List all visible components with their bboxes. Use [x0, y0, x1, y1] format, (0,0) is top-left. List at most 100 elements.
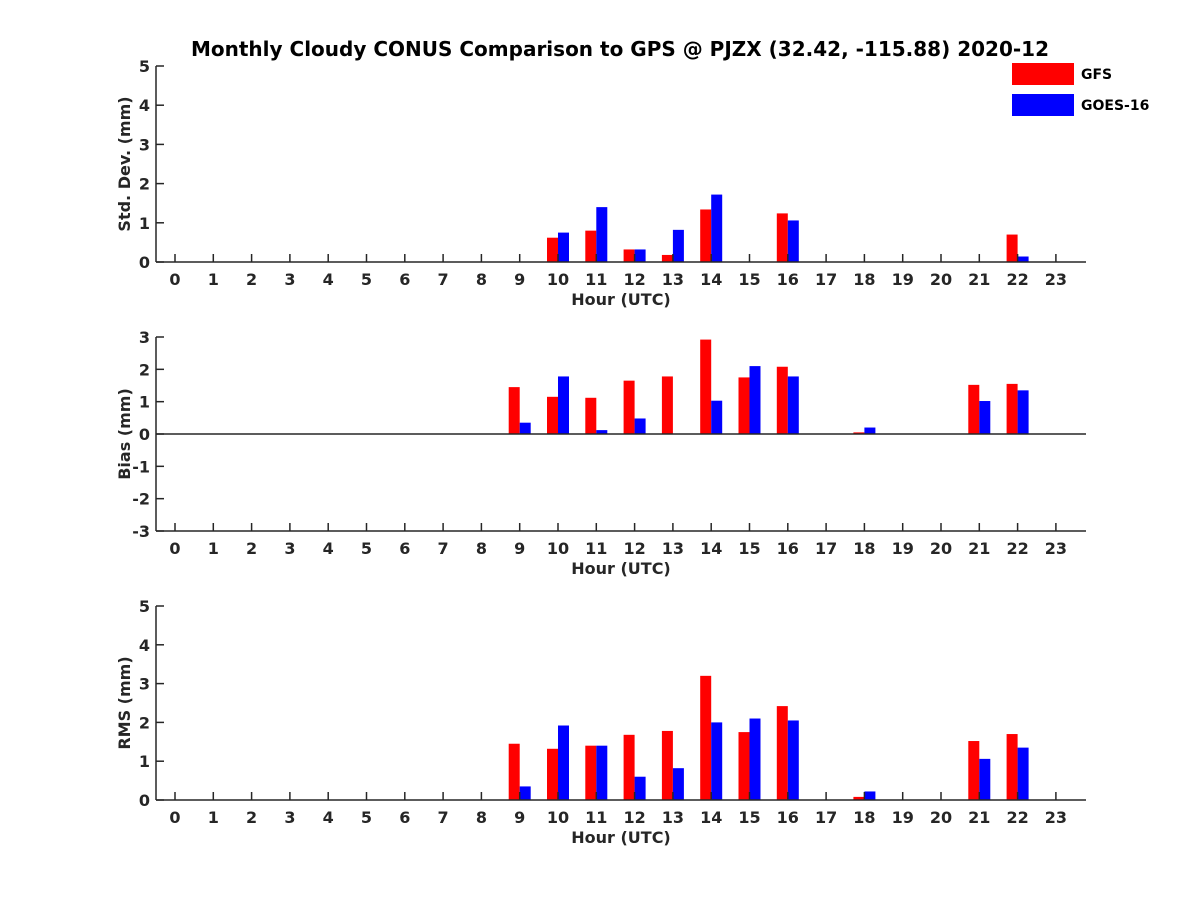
- bar-gfs-hour-11: [585, 745, 597, 800]
- y-tick-label: 1: [139, 214, 150, 233]
- bar-gfs-hour-18: [853, 796, 865, 800]
- x-tick-label-15: 15: [738, 808, 760, 827]
- y-tick-label: 1: [139, 393, 150, 412]
- x-tick-label-19: 19: [892, 808, 914, 827]
- bar-gfs-hour-12: [623, 380, 635, 434]
- bar-goes-16-hour-11: [596, 207, 608, 262]
- bar-gfs-hour-12: [623, 734, 635, 800]
- y-tick-label: 0: [139, 425, 150, 444]
- x-tick-label-7: 7: [438, 808, 449, 827]
- bar-goes-16-hour-12: [634, 776, 646, 800]
- y-tick-label: 5: [139, 597, 150, 616]
- x-tick-label-21: 21: [968, 539, 990, 558]
- x-tick-label-11: 11: [585, 808, 607, 827]
- x-tick-label-5: 5: [361, 270, 372, 289]
- bar-goes-16-hour-12: [634, 249, 646, 262]
- bar-goes-16-hour-11: [596, 745, 608, 800]
- x-tick-label-6: 6: [399, 270, 410, 289]
- y-tick-label: 4: [139, 96, 150, 115]
- x-tick-label-2: 2: [246, 539, 257, 558]
- x-tick-label-21: 21: [968, 808, 990, 827]
- x-tick-label-11: 11: [585, 539, 607, 558]
- bar-goes-16-hour-13: [672, 768, 684, 800]
- x-tick-label-16: 16: [777, 808, 799, 827]
- bar-gfs-hour-21: [968, 384, 980, 434]
- x-tick-label-12: 12: [623, 539, 645, 558]
- bar-gfs-hour-21: [968, 741, 980, 800]
- y-tick-label: 3: [139, 675, 150, 694]
- bar-goes-16-hour-10: [558, 725, 569, 800]
- x-tick-label-22: 22: [1006, 539, 1028, 558]
- bar-gfs-hour-14: [700, 339, 712, 434]
- y-tick-label: 5: [139, 57, 150, 76]
- bar-gfs-hour-22: [1006, 234, 1018, 262]
- x-tick-label-2: 2: [246, 808, 257, 827]
- x-tick-label-10: 10: [547, 808, 569, 827]
- y-tick-label: 2: [139, 360, 150, 379]
- y-tick-label: -1: [132, 457, 150, 476]
- x-axis-label: Hour (UTC): [571, 828, 671, 847]
- y-tick-label: 0: [139, 253, 150, 272]
- bar-goes-16-hour-14: [711, 722, 723, 800]
- x-tick-label-13: 13: [662, 270, 684, 289]
- x-tick-label-1: 1: [208, 270, 219, 289]
- x-tick-label-9: 9: [514, 270, 525, 289]
- x-tick-label-0: 0: [169, 808, 180, 827]
- x-tick-label-6: 6: [399, 808, 410, 827]
- x-tick-label-19: 19: [892, 539, 914, 558]
- x-tick-label-13: 13: [662, 539, 684, 558]
- x-tick-label-8: 8: [476, 808, 487, 827]
- legend-label-goes-16: GOES-16: [1081, 98, 1149, 114]
- x-axis-label: Hour (UTC): [571, 290, 671, 309]
- bar-goes-16-hour-15: [749, 366, 761, 434]
- x-tick-label-2: 2: [246, 270, 257, 289]
- bar-goes-16-hour-15: [749, 718, 761, 800]
- bar-gfs-hour-13: [661, 730, 673, 800]
- x-tick-label-17: 17: [815, 539, 837, 558]
- x-tick-label-16: 16: [777, 539, 799, 558]
- chart-legend: GFS GOES-16: [1012, 63, 1149, 116]
- x-tick-label-4: 4: [323, 539, 334, 558]
- x-tick-label-17: 17: [815, 270, 837, 289]
- bar-gfs-hour-16: [776, 706, 788, 800]
- chart-title: Monthly Cloudy CONUS Comparison to GPS @…: [191, 37, 1049, 61]
- x-tick-label-10: 10: [547, 270, 569, 289]
- x-tick-label-22: 22: [1006, 808, 1028, 827]
- bar-gfs-hour-11: [585, 230, 597, 262]
- bar-goes-16-hour-21: [979, 758, 991, 800]
- bar-goes-16-hour-18: [864, 791, 876, 800]
- x-tick-label-18: 18: [853, 539, 875, 558]
- bar-goes-16-hour-11: [596, 430, 608, 434]
- bar-gfs-hour-14: [700, 209, 712, 262]
- bar-gfs-hour-15: [738, 732, 750, 800]
- bar-gfs-hour-12: [623, 249, 635, 262]
- bar-gfs-hour-9: [508, 387, 520, 434]
- x-tick-label-14: 14: [700, 808, 722, 827]
- x-tick-label-12: 12: [623, 808, 645, 827]
- x-tick-label-6: 6: [399, 539, 410, 558]
- bar-gfs-hour-15: [738, 377, 750, 434]
- x-tick-label-0: 0: [169, 539, 180, 558]
- x-tick-label-1: 1: [208, 808, 219, 827]
- bar-goes-16-hour-16: [787, 376, 799, 434]
- bar-gfs-hour-18: [853, 432, 865, 434]
- x-tick-label-18: 18: [853, 808, 875, 827]
- x-tick-label-10: 10: [547, 539, 569, 558]
- y-tick-label: -3: [132, 522, 150, 541]
- x-tick-label-3: 3: [284, 808, 295, 827]
- bar-goes-16-hour-18: [864, 427, 876, 434]
- bar-goes-16-hour-12: [634, 418, 646, 434]
- x-axis-label: Hour (UTC): [571, 559, 671, 578]
- x-tick-label-3: 3: [284, 270, 295, 289]
- bar-goes-16-hour-22: [1017, 256, 1029, 262]
- y-axis-label: RMS (mm): [115, 656, 134, 749]
- x-tick-label-5: 5: [361, 808, 372, 827]
- bar-gfs-hour-16: [776, 366, 788, 434]
- x-tick-label-20: 20: [930, 539, 952, 558]
- x-tick-label-8: 8: [476, 539, 487, 558]
- bar-gfs-hour-9: [508, 743, 520, 800]
